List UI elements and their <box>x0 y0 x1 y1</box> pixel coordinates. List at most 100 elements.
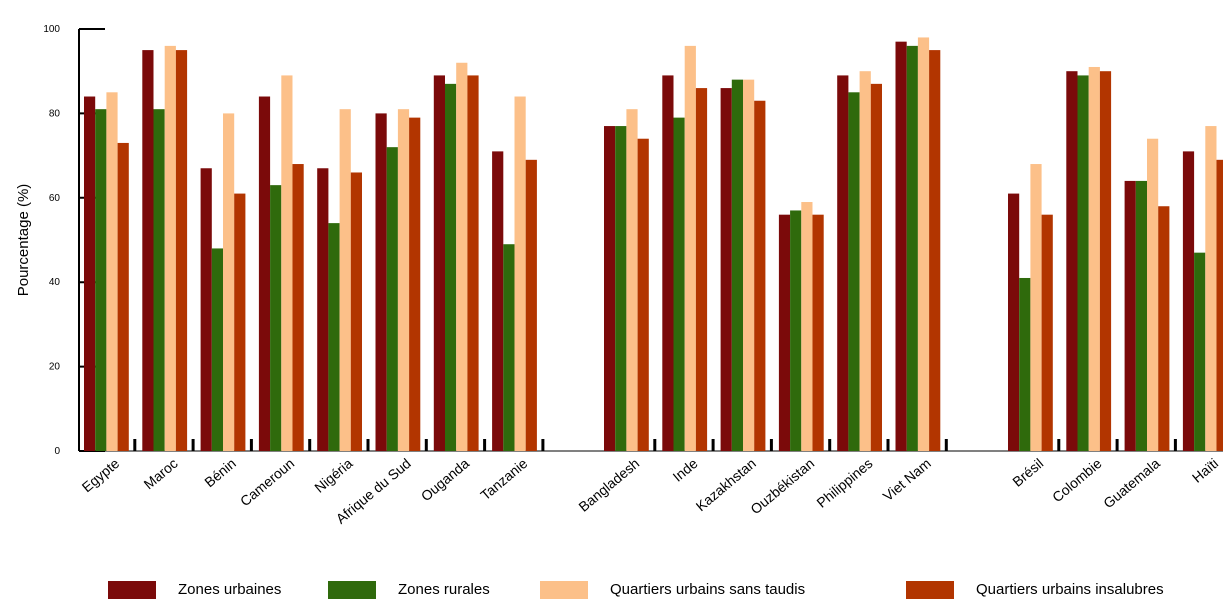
category-label-nigeria: Nigéria <box>311 455 355 496</box>
legend-swatch-zones-rurales <box>328 580 376 599</box>
bar-philippines-zones-rurales <box>848 92 860 452</box>
bar-viet-nam-zones-urbaines <box>895 41 907 451</box>
bar-tanzanie-quartiers-urbains-insalubres <box>525 159 537 451</box>
bar-tanzanie-zones-urbaines <box>492 151 504 451</box>
category-label-benin: Bénin <box>201 455 239 490</box>
bar-ouzbekistan-quartiers-urbains-insalubres <box>812 214 824 451</box>
bar-ouzbekistan-zones-rurales <box>790 210 802 451</box>
bar-cameroun-zones-rurales <box>270 185 282 451</box>
bar-philippines-quartiers-urbains-sans-taudis <box>859 71 871 451</box>
legend-item-zones-urbaines: Zones urbaines <box>108 578 281 601</box>
bar-egypte-quartiers-urbains-sans-taudis <box>106 92 118 452</box>
legend-label-zones-rurales: Zones rurales <box>398 581 490 598</box>
bar-benin-quartiers-urbains-insalubres <box>234 193 246 451</box>
y-axis-label: Pourcentage (%) <box>15 184 32 297</box>
bar-nigeria-zones-rurales <box>328 223 340 451</box>
legend-swatch-sans-taudis <box>540 580 588 599</box>
category-label-ouganda: Ouganda <box>418 455 473 504</box>
bar-afrique-du-sud-quartiers-urbains-sans-taudis <box>397 109 410 452</box>
legend-item-insalubres: Quartiers urbains insalubres <box>906 578 1164 601</box>
bar-inde-zones-rurales <box>673 117 685 452</box>
bar-guatemala-zones-rurales <box>1135 180 1147 452</box>
bar-benin-zones-urbaines <box>200 168 212 451</box>
bar-tanzanie-quartiers-urbains-sans-taudis <box>514 96 526 452</box>
bar-afrique-du-sud-zones-rurales <box>386 147 398 451</box>
legend-label-zones-urbaines: Zones urbaines <box>178 581 282 598</box>
bars <box>84 37 1223 452</box>
bar-ouzbekistan-zones-urbaines <box>778 214 791 451</box>
category-label-philippines: Philippines <box>813 455 875 511</box>
bar-afrique-du-sud-zones-urbaines <box>375 113 387 452</box>
category-label-cameroun: Cameroun <box>237 455 297 509</box>
legend-swatch-insalubres <box>906 580 954 599</box>
bar-kazakhstan-quartiers-urbains-sans-taudis <box>743 79 755 451</box>
category-label-maroc: Maroc <box>141 455 181 492</box>
bar-philippines-quartiers-urbains-insalubres <box>870 83 882 452</box>
bar-bresil-quartiers-urbains-insalubres <box>1041 214 1053 451</box>
bar-guatemala-zones-urbaines <box>1124 180 1136 452</box>
bar-maroc-quartiers-urbains-sans-taudis <box>164 45 176 451</box>
bar-benin-zones-rurales <box>211 248 223 451</box>
legend-label-insalubres: Quartiers urbains insalubres <box>976 581 1164 598</box>
category-label-tanzanie: Tanzanie <box>477 455 530 503</box>
bar-egypte-quartiers-urbains-insalubres <box>117 142 129 451</box>
bar-egypte-zones-rurales <box>95 109 107 452</box>
bar-cameroun-zones-urbaines <box>258 96 271 452</box>
bar-cameroun-quartiers-urbains-sans-taudis <box>281 75 293 452</box>
bar-egypte-zones-urbaines <box>84 96 96 452</box>
bar-bangladesh-zones-rurales <box>615 126 627 451</box>
bar-afrique-du-sud-quartiers-urbains-insalubres <box>409 117 421 452</box>
category-label-inde: Inde <box>669 455 700 485</box>
bar-nigeria-quartiers-urbains-sans-taudis <box>339 109 351 452</box>
bar-inde-quartiers-urbains-sans-taudis <box>684 45 696 451</box>
bar-inde-zones-urbaines <box>662 75 674 452</box>
bar-maroc-zones-rurales <box>153 109 165 452</box>
y-tick-label-60: 60 <box>49 193 61 204</box>
bar-ouganda-quartiers-urbains-sans-taudis <box>456 62 468 451</box>
bar-ouganda-zones-urbaines <box>433 75 445 452</box>
bar-ouganda-zones-rurales <box>445 83 457 452</box>
bar-tanzanie-zones-rurales <box>503 244 515 451</box>
bar-bangladesh-quartiers-urbains-insalubres <box>637 138 649 451</box>
bar-philippines-zones-urbaines <box>837 75 849 452</box>
category-label-bresil: Brésil <box>1009 455 1046 490</box>
category-label-guatemala: Guatemala <box>1100 455 1163 511</box>
bar-bresil-quartiers-urbains-sans-taudis <box>1030 164 1042 452</box>
bar-guatemala-quartiers-urbains-sans-taudis <box>1147 138 1159 451</box>
bar-kazakhstan-quartiers-urbains-insalubres <box>754 100 766 452</box>
bar-nigeria-quartiers-urbains-insalubres <box>350 172 362 452</box>
category-label-egypte: Egypte <box>79 455 123 495</box>
bar-colombie-quartiers-urbains-insalubres <box>1099 71 1112 451</box>
legend-label-sans-taudis: Quartiers urbains sans taudis <box>610 581 806 598</box>
category-label-ouzbekistan: Ouzbékistan <box>747 455 817 517</box>
bar-bresil-zones-rurales <box>1019 277 1031 451</box>
y-tick-label-100: 100 <box>43 24 60 35</box>
y-tick-label-40: 40 <box>49 277 61 288</box>
bar-maroc-quartiers-urbains-insalubres <box>175 50 188 451</box>
bar-nigeria-zones-urbaines <box>317 168 329 451</box>
bar-haiti-quartiers-urbains-sans-taudis <box>1205 126 1217 451</box>
bar-colombie-quartiers-urbains-sans-taudis <box>1088 66 1100 451</box>
category-label-viet-nam: Viet Nam <box>880 455 934 504</box>
bar-viet-nam-zones-rurales <box>906 45 918 451</box>
bar-maroc-zones-urbaines <box>142 50 154 451</box>
bar-viet-nam-quartiers-urbains-sans-taudis <box>917 37 930 451</box>
bar-bangladesh-zones-urbaines <box>604 126 616 451</box>
category-label-bangladesh: Bangladesh <box>575 455 642 515</box>
bar-colombie-zones-rurales <box>1077 75 1089 452</box>
category-label-haiti: Haïti <box>1189 455 1221 486</box>
bar-kazakhstan-zones-urbaines <box>720 88 732 451</box>
bar-haiti-quartiers-urbains-insalubres <box>1216 159 1223 451</box>
bar-cameroun-quartiers-urbains-insalubres <box>292 164 304 452</box>
legend-item-sans-taudis: Quartiers urbains sans taudis <box>540 578 805 601</box>
bar-ouzbekistan-quartiers-urbains-sans-taudis <box>801 202 813 451</box>
y-tick-label-20: 20 <box>49 362 61 373</box>
bar-viet-nam-quartiers-urbains-insalubres <box>929 50 941 451</box>
bar-ouganda-quartiers-urbains-insalubres <box>467 75 479 452</box>
bar-colombie-zones-urbaines <box>1066 71 1078 451</box>
bar-haiti-zones-rurales <box>1194 252 1206 451</box>
chart: 0 20 40 60 80 100 Pourcentage (%) Egypte Maroc B… <box>15 24 1223 527</box>
category-label-colombie: Colombie <box>1049 455 1105 505</box>
bar-bangladesh-quartiers-urbains-sans-taudis <box>626 109 638 452</box>
bar-bresil-zones-urbaines <box>1008 193 1020 451</box>
